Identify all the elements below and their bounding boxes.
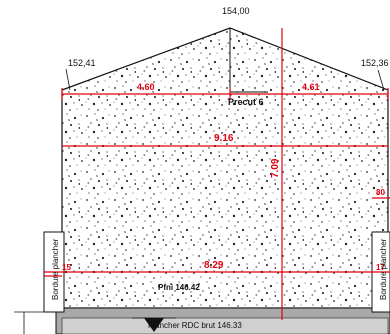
floor-label: Plancher RDC brut 146.33	[148, 321, 242, 330]
dim-height: 7.09	[270, 158, 281, 178]
left-eave-leader	[65, 68, 71, 91]
dim-right-top: 4.61	[302, 82, 320, 92]
left-border-label: Bordure plancher	[51, 238, 60, 300]
dim-left-top: 4.60	[137, 82, 155, 92]
dim-top-width: 9.16	[214, 133, 234, 144]
dimension-lines	[44, 28, 390, 320]
right-eave-leader	[377, 69, 385, 91]
dim-left-small: 15	[62, 263, 71, 272]
right-eave-elevation: 152,36	[361, 58, 389, 68]
dim-bottom-width: 8.29	[204, 260, 224, 271]
level-marker-icon	[144, 318, 164, 332]
ridge-elevation: 154,00	[222, 6, 250, 16]
dim-right-small: 17	[376, 263, 385, 272]
dim-right-mid: 80	[376, 188, 385, 197]
precut-label: Precut 6	[228, 97, 264, 107]
floor-level-label: Pfni 146.42	[158, 283, 200, 292]
left-eave-elevation: 152,41	[68, 58, 96, 68]
right-border-label: Bordure plancher	[379, 238, 388, 300]
facade-wall	[61, 27, 389, 309]
floor-slab-inner	[61, 317, 389, 334]
